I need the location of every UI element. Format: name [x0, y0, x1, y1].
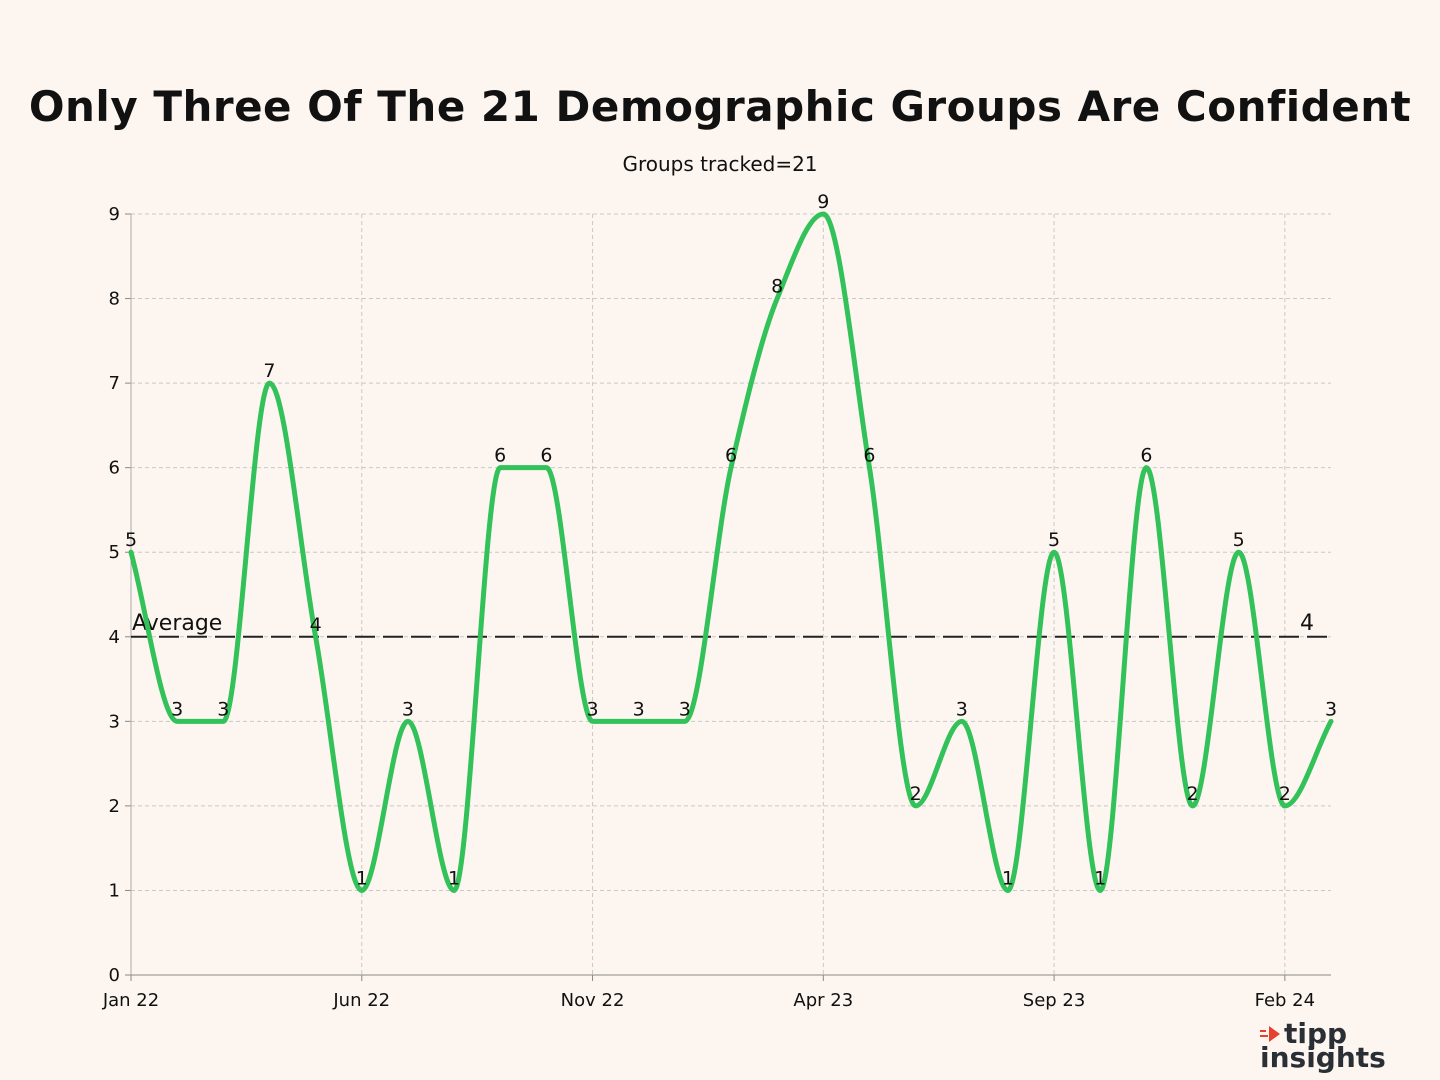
- x-tick-label: Apr 23: [793, 990, 853, 1011]
- y-tick-label: 8: [109, 289, 120, 310]
- brand-text-tipp: tipp: [1284, 1017, 1348, 1050]
- x-tick-label: Nov 22: [561, 990, 625, 1011]
- data-label: 7: [263, 360, 275, 382]
- data-label: 3: [217, 698, 229, 720]
- y-tick-label: 1: [109, 880, 120, 901]
- y-tick-label: 9: [109, 204, 120, 225]
- y-tick-label: 5: [109, 542, 120, 563]
- y-tick-label: 7: [109, 373, 120, 394]
- x-tick-label: Jun 22: [332, 990, 390, 1011]
- data-label: 5: [1233, 529, 1245, 551]
- data-label: 3: [586, 698, 598, 720]
- data-label: 5: [125, 529, 137, 551]
- data-label: 6: [1140, 445, 1152, 467]
- data-label: 3: [679, 698, 691, 720]
- data-label: 8: [771, 276, 783, 298]
- data-label: 6: [494, 445, 506, 467]
- data-label: 6: [540, 445, 552, 467]
- x-tick-label: Jan 22: [102, 990, 159, 1011]
- chart-subtitle: Groups tracked=21: [622, 152, 818, 176]
- data-label: 1: [1094, 867, 1106, 889]
- data-label: 5: [1048, 529, 1060, 551]
- data-label: 6: [725, 445, 737, 467]
- data-label: 1: [448, 867, 460, 889]
- brand-logo: tipp insights: [1260, 1020, 1420, 1072]
- data-label: 3: [1325, 698, 1337, 720]
- data-label: 3: [171, 698, 183, 720]
- data-label: 4: [310, 614, 322, 636]
- data-label: 6: [863, 445, 875, 467]
- x-tick-label: Feb 24: [1255, 990, 1316, 1011]
- data-label: 2: [1279, 783, 1291, 805]
- series-line: [128, 211, 1334, 893]
- brand-text-insights: insights: [1260, 1041, 1386, 1074]
- x-tick-label: Sep 23: [1023, 990, 1086, 1011]
- data-label: 3: [402, 698, 414, 720]
- data-label: 1: [356, 867, 368, 889]
- data-label: 2: [1186, 783, 1198, 805]
- data-label: 2: [910, 783, 922, 805]
- y-tick-label: 6: [109, 458, 120, 479]
- data-label: 3: [633, 698, 645, 720]
- y-tick-label: 0: [109, 965, 120, 986]
- arrow-mark-icon: [1260, 1026, 1280, 1042]
- average-value-label: 4: [1300, 611, 1314, 636]
- y-tick-label: 3: [109, 711, 120, 732]
- y-tick-label: 2: [109, 796, 120, 817]
- data-label: 9: [817, 191, 829, 213]
- data-label: 3: [956, 698, 968, 720]
- data-label: 1: [1002, 867, 1014, 889]
- chart-title: Only Three Of The 21 Demographic Groups …: [28, 82, 1412, 131]
- y-tick-label: 4: [109, 627, 120, 648]
